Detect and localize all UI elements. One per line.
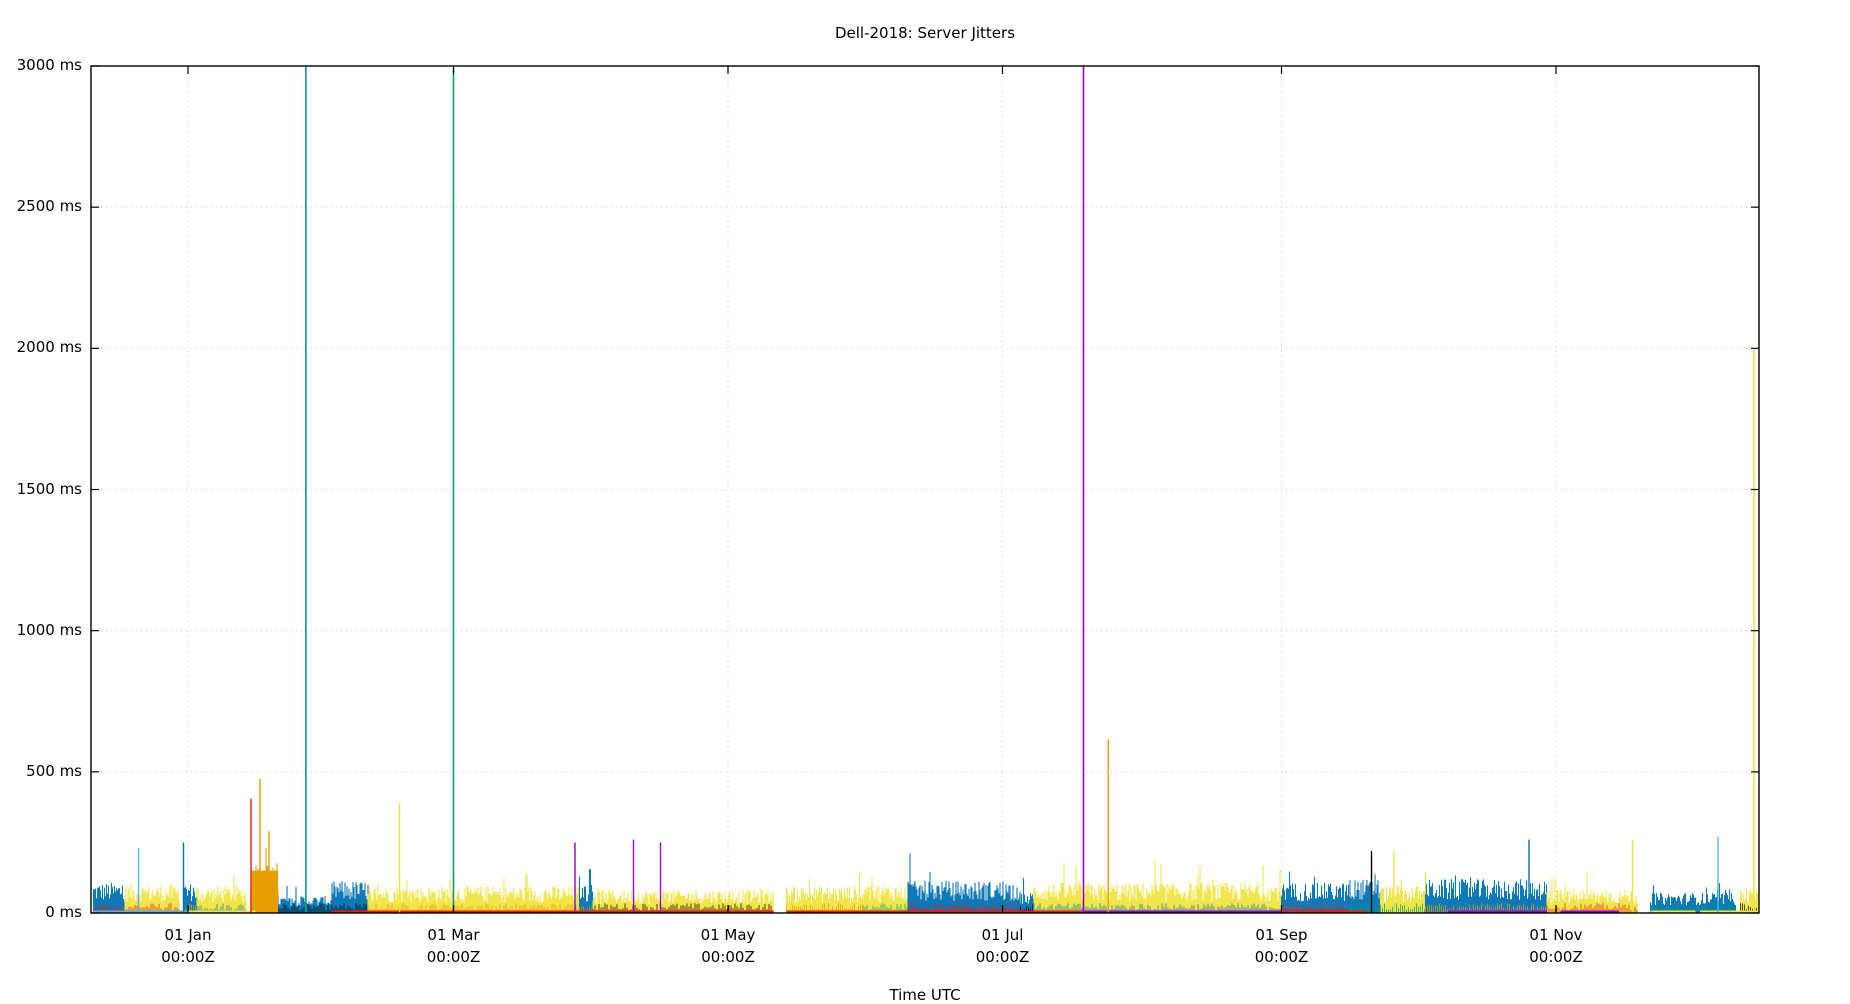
x-tick-time: 00:00Z: [1254, 948, 1309, 966]
x-tick-time: 00:00Z: [975, 948, 1030, 966]
y-tick-label: 1500 ms: [16, 479, 82, 498]
y-tick-label: 500 ms: [26, 761, 82, 780]
x-tick-time: 00:00Z: [701, 948, 755, 966]
y-tick-label: 2500 ms: [16, 197, 82, 216]
grid-lines: [91, 65, 1759, 913]
x-tick-date: 01 May: [700, 926, 756, 944]
x-tick-date: 01 Jul: [981, 926, 1024, 944]
x-tick-label: 01 Sep 00:00Z: [1222, 924, 1342, 968]
x-tick-time: 00:00Z: [426, 948, 481, 966]
x-tick-date: 01 Nov: [1529, 926, 1583, 944]
y-tick-label: 0 ms: [45, 903, 82, 921]
x-tick-date: 01 Sep: [1255, 926, 1308, 944]
x-tick-label: 01 Mar 00:00Z: [394, 924, 514, 968]
x-axis-title: Time UTC: [889, 986, 961, 1004]
x-tick-time: 00:00Z: [161, 948, 215, 966]
x-tick-label: 01 Nov 00:00Z: [1496, 924, 1616, 968]
y-tick-label: 2000 ms: [16, 338, 82, 357]
axes-frame: [90, 65, 1760, 914]
x-tick-label: 01 Jul 00:00Z: [943, 924, 1063, 968]
x-tick-label: 01 Jan 00:00Z: [128, 924, 248, 968]
x-tick-label: 01 May 00:00Z: [668, 924, 788, 968]
x-tick-date: 01 Jan: [164, 926, 212, 944]
chart-title: Dell-2018: Server Jitters: [834, 24, 1016, 42]
x-tick-time: 00:00Z: [1529, 948, 1583, 966]
data-series: [92, 66, 1759, 914]
y-tick-label: 3000 ms: [16, 56, 82, 74]
y-tick-label: 1000 ms: [16, 620, 82, 639]
x-tick-date: 01 Mar: [427, 926, 480, 944]
